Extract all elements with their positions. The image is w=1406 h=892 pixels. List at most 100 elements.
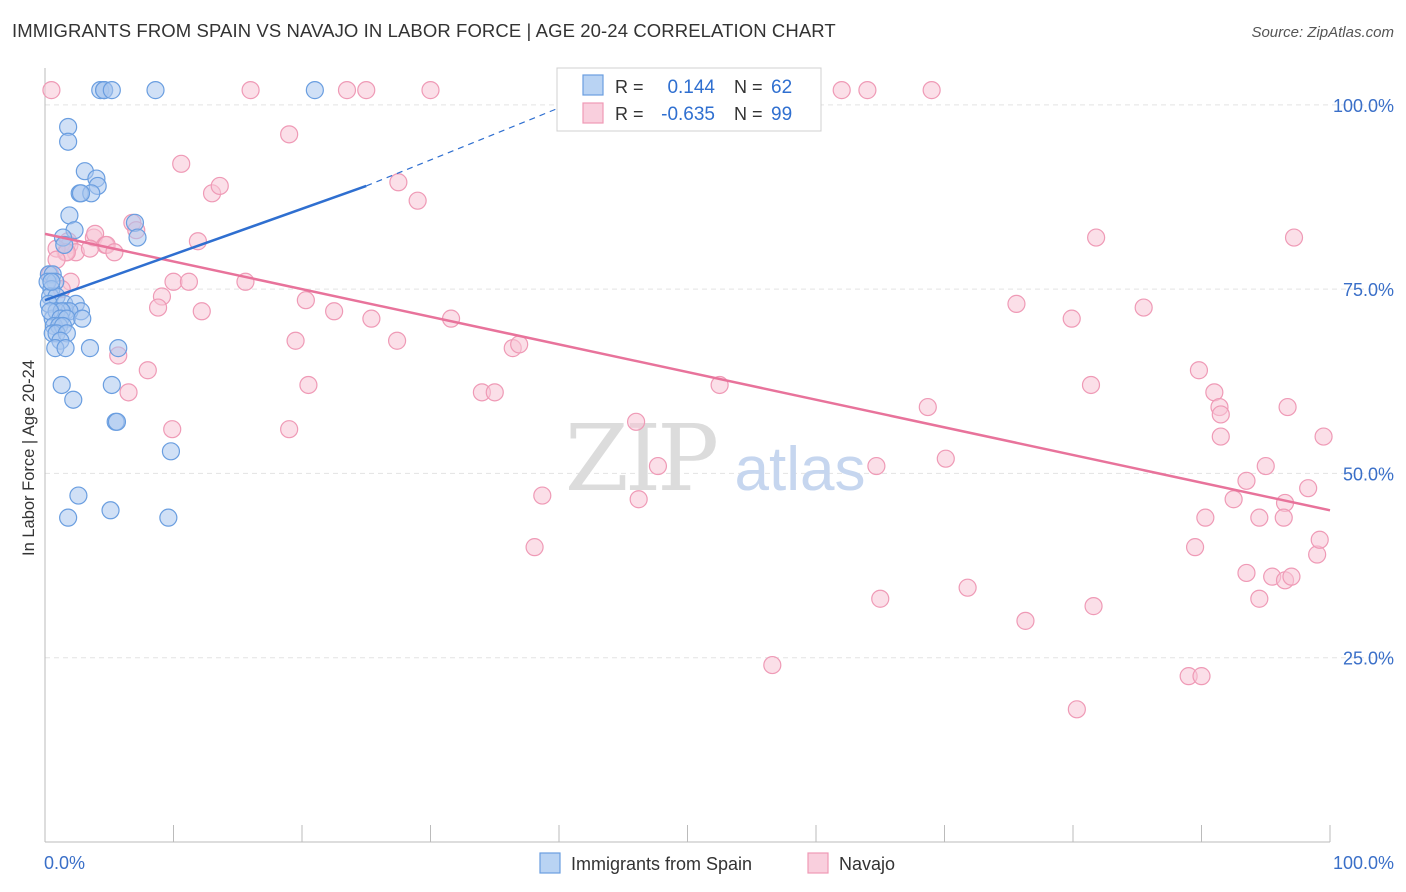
point-navajo-16 <box>210 176 229 196</box>
point-navajo-83 <box>1189 361 1209 380</box>
point-navajo-46 <box>362 309 381 328</box>
point-spain-57 <box>69 486 88 505</box>
series-legend: Immigrants from Spain Navajo <box>539 852 895 874</box>
point-navajo-54 <box>119 383 138 402</box>
point-navajo-93 <box>1237 471 1256 490</box>
point-spain-61 <box>42 272 61 291</box>
point-navajo-63 <box>629 490 648 509</box>
legend-n-value-navajo: 99 <box>771 104 792 125</box>
point-navajo-3 <box>421 81 440 100</box>
point-navajo-92 <box>1196 508 1215 527</box>
point-navajo-2 <box>357 81 376 100</box>
y-tick-labels: 100.0% 75.0% 50.0% 25.0% <box>1333 96 1394 669</box>
point-navajo-98 <box>1250 589 1269 608</box>
point-navajo-68 <box>525 538 544 557</box>
point-navajo-49 <box>387 331 407 350</box>
point-navajo-67 <box>918 397 937 417</box>
y-tick-label-3: 25.0% <box>1343 649 1394 669</box>
point-spain-55 <box>107 412 127 431</box>
x-tick-label-min: 0.0% <box>44 853 85 873</box>
point-spain-49 <box>80 339 100 358</box>
legend-n-label-navajo: N = <box>734 104 763 124</box>
point-navajo-0 <box>241 81 260 100</box>
point-spain-3 <box>102 81 121 100</box>
point-navajo-11 <box>922 81 941 100</box>
x-tick-labels: 0.0% 100.0% <box>44 853 1394 873</box>
point-navajo-10 <box>858 81 877 100</box>
point-spain-58 <box>101 501 120 520</box>
point-spain-13 <box>71 184 91 203</box>
point-navajo-12 <box>42 81 61 100</box>
legend-swatch-spain <box>582 74 604 96</box>
point-navajo-42 <box>148 298 168 317</box>
bottom-legend-label-spain: Immigrants from Spain <box>571 854 752 874</box>
legend-n-label-spain: N = <box>734 77 763 97</box>
point-spain-39 <box>73 309 92 328</box>
legend-swatch-navajo <box>582 102 604 124</box>
point-navajo-55 <box>299 375 318 395</box>
point-navajo-65 <box>867 456 886 476</box>
source-label[interactable]: Source: ZipAtlas.com <box>1251 24 1394 41</box>
point-navajo-69 <box>958 578 977 597</box>
point-navajo-64 <box>648 456 668 476</box>
watermark-atlas: atlas <box>735 435 866 504</box>
point-navajo-60 <box>280 420 299 439</box>
legend-r-label-navajo: R = <box>615 104 644 124</box>
point-spain-53 <box>64 390 83 409</box>
point-navajo-72 <box>763 655 782 675</box>
point-navajo-105 <box>1278 397 1297 417</box>
x-tick-label-max: 100.0% <box>1333 853 1394 873</box>
point-navajo-44 <box>296 291 315 310</box>
data-points <box>38 81 1333 719</box>
axes <box>44 68 1331 843</box>
trend-line-navajo <box>44 232 1331 512</box>
point-navajo-71 <box>1084 597 1103 616</box>
point-navajo-74 <box>1067 700 1086 719</box>
point-navajo-62 <box>533 486 552 505</box>
point-navajo-95 <box>1185 538 1205 557</box>
point-navajo-101 <box>1282 567 1301 586</box>
point-navajo-90 <box>1211 427 1230 446</box>
point-navajo-13 <box>280 125 299 144</box>
point-navajo-61 <box>626 412 646 431</box>
point-navajo-78 <box>1284 228 1304 247</box>
y-tick-label-0: 100.0% <box>1333 96 1394 116</box>
point-navajo-43 <box>192 302 211 321</box>
trend-line-spain <box>44 184 367 302</box>
y-axis-label: In Labor Force | Age 20-24 <box>20 360 38 556</box>
y-tick-label-1: 75.0% <box>1343 280 1394 300</box>
point-navajo-59 <box>163 420 182 439</box>
y-tick-label-2: 50.0% <box>1343 464 1394 484</box>
legend-n-value-spain: 62 <box>771 77 792 98</box>
point-navajo-47 <box>441 309 461 328</box>
point-navajo-87 <box>1256 456 1275 476</box>
point-navajo-73 <box>871 589 890 608</box>
bottom-legend-swatch-navajo <box>807 852 829 874</box>
point-navajo-48 <box>286 331 305 350</box>
point-navajo-91 <box>1224 490 1243 509</box>
point-navajo-76 <box>1192 667 1211 686</box>
point-spain-48 <box>56 339 75 358</box>
point-spain-19 <box>128 228 147 247</box>
point-navajo-97 <box>1237 563 1256 583</box>
point-spain-56 <box>161 442 181 461</box>
chart-title: IMMIGRANTS FROM SPAIN VS NAVAJO IN LABOR… <box>12 20 836 41</box>
point-spain-7 <box>59 132 78 151</box>
point-navajo-77 <box>1087 228 1106 247</box>
point-navajo-51 <box>510 335 529 354</box>
point-navajo-45 <box>325 302 344 321</box>
point-navajo-57 <box>485 383 504 402</box>
bottom-legend-swatch-spain <box>539 852 561 874</box>
point-navajo-103 <box>1310 530 1329 549</box>
watermark: ZIP atlas <box>565 405 866 512</box>
point-navajo-9 <box>832 81 851 100</box>
point-spain-60 <box>159 508 178 527</box>
point-spain-15 <box>125 213 145 232</box>
point-spain-52 <box>102 375 121 395</box>
point-navajo-81 <box>1134 298 1153 317</box>
point-spain-59 <box>59 508 78 527</box>
point-spain-4 <box>146 81 165 100</box>
point-navajo-53 <box>138 361 157 380</box>
point-navajo-14 <box>172 154 191 173</box>
